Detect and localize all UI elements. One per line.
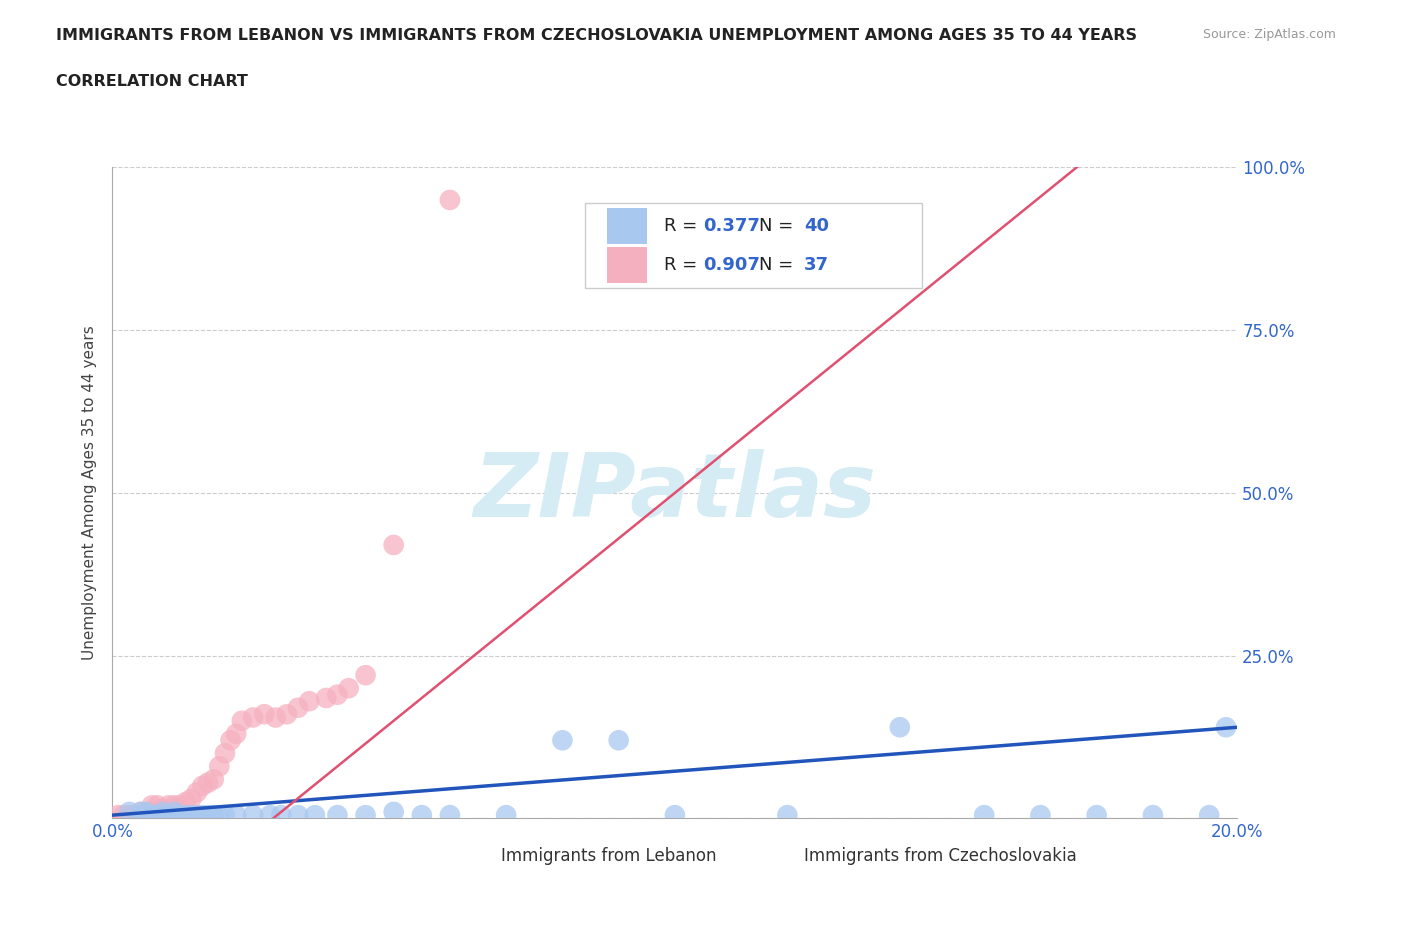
Point	[112, 807, 135, 823]
Point	[298, 694, 321, 709]
Point	[191, 807, 214, 823]
Point	[225, 807, 247, 823]
Point	[287, 700, 309, 715]
Point	[208, 807, 231, 823]
Point	[129, 804, 152, 819]
Point	[135, 807, 157, 823]
Point	[141, 804, 163, 819]
Point	[889, 720, 911, 735]
Point	[169, 807, 191, 823]
Point	[197, 807, 219, 823]
Point	[180, 791, 202, 806]
Point	[186, 807, 208, 823]
Point	[315, 690, 337, 706]
Text: Source: ZipAtlas.com: Source: ZipAtlas.com	[1202, 28, 1336, 41]
Point	[242, 711, 264, 725]
Text: R =: R =	[664, 217, 703, 235]
FancyBboxPatch shape	[607, 208, 647, 244]
Point	[354, 668, 377, 683]
Point	[169, 798, 191, 813]
Point	[664, 807, 686, 823]
FancyBboxPatch shape	[585, 204, 922, 288]
Point	[304, 807, 326, 823]
FancyBboxPatch shape	[450, 844, 492, 867]
Text: 37: 37	[804, 256, 830, 274]
Point	[180, 807, 202, 823]
Text: 0.377: 0.377	[703, 217, 759, 235]
Point	[214, 807, 236, 823]
Point	[225, 726, 247, 741]
Point	[231, 713, 253, 728]
Point	[157, 798, 180, 813]
Text: 40: 40	[804, 217, 830, 235]
FancyBboxPatch shape	[754, 844, 796, 867]
Point	[270, 807, 292, 823]
Point	[146, 798, 169, 813]
Point	[1142, 807, 1164, 823]
Text: IMMIGRANTS FROM LEBANON VS IMMIGRANTS FROM CZECHOSLOVAKIA UNEMPLOYMENT AMONG AGE: IMMIGRANTS FROM LEBANON VS IMMIGRANTS FR…	[56, 28, 1137, 43]
Point	[326, 807, 349, 823]
Point	[163, 804, 186, 819]
Point	[197, 776, 219, 790]
Point	[326, 687, 349, 702]
Point	[163, 798, 186, 813]
FancyBboxPatch shape	[607, 247, 647, 283]
Point	[411, 807, 433, 823]
Point	[973, 807, 995, 823]
Text: Immigrants from Czechoslovakia: Immigrants from Czechoslovakia	[804, 846, 1077, 865]
Point	[141, 798, 163, 813]
Point	[259, 807, 281, 823]
Point	[135, 804, 157, 819]
Point	[141, 807, 163, 823]
Point	[129, 804, 152, 819]
Point	[242, 807, 264, 823]
Point	[287, 807, 309, 823]
Y-axis label: Unemployment Among Ages 35 to 44 years: Unemployment Among Ages 35 to 44 years	[82, 326, 97, 660]
Point	[382, 804, 405, 819]
Point	[253, 707, 276, 722]
Point	[337, 681, 360, 696]
Point	[118, 804, 141, 819]
Text: N =: N =	[759, 217, 799, 235]
Point	[118, 807, 141, 823]
Point	[382, 538, 405, 552]
Point	[551, 733, 574, 748]
Text: ZIPatlas: ZIPatlas	[474, 449, 876, 537]
Point	[157, 807, 180, 823]
Point	[607, 733, 630, 748]
Point	[107, 807, 129, 823]
Point	[264, 711, 287, 725]
Point	[129, 807, 152, 823]
Point	[1085, 807, 1108, 823]
Point	[276, 707, 298, 722]
Point	[495, 807, 517, 823]
Point	[174, 807, 197, 823]
Point	[1215, 720, 1237, 735]
Point	[191, 778, 214, 793]
Point	[152, 802, 174, 817]
Point	[439, 807, 461, 823]
Point	[186, 785, 208, 800]
Point	[202, 772, 225, 787]
Point	[1198, 807, 1220, 823]
Point	[202, 807, 225, 823]
Point	[174, 794, 197, 809]
Text: R =: R =	[664, 256, 703, 274]
Text: CORRELATION CHART: CORRELATION CHART	[56, 74, 247, 89]
Point	[776, 807, 799, 823]
Text: Immigrants from Lebanon: Immigrants from Lebanon	[501, 846, 716, 865]
Point	[439, 193, 461, 207]
Text: N =: N =	[759, 256, 799, 274]
Point	[124, 807, 146, 823]
Point	[1029, 807, 1052, 823]
Point	[354, 807, 377, 823]
Point	[214, 746, 236, 761]
Point	[208, 759, 231, 774]
Text: 0.907: 0.907	[703, 256, 759, 274]
Point	[219, 733, 242, 748]
Point	[152, 804, 174, 819]
Point	[146, 807, 169, 823]
